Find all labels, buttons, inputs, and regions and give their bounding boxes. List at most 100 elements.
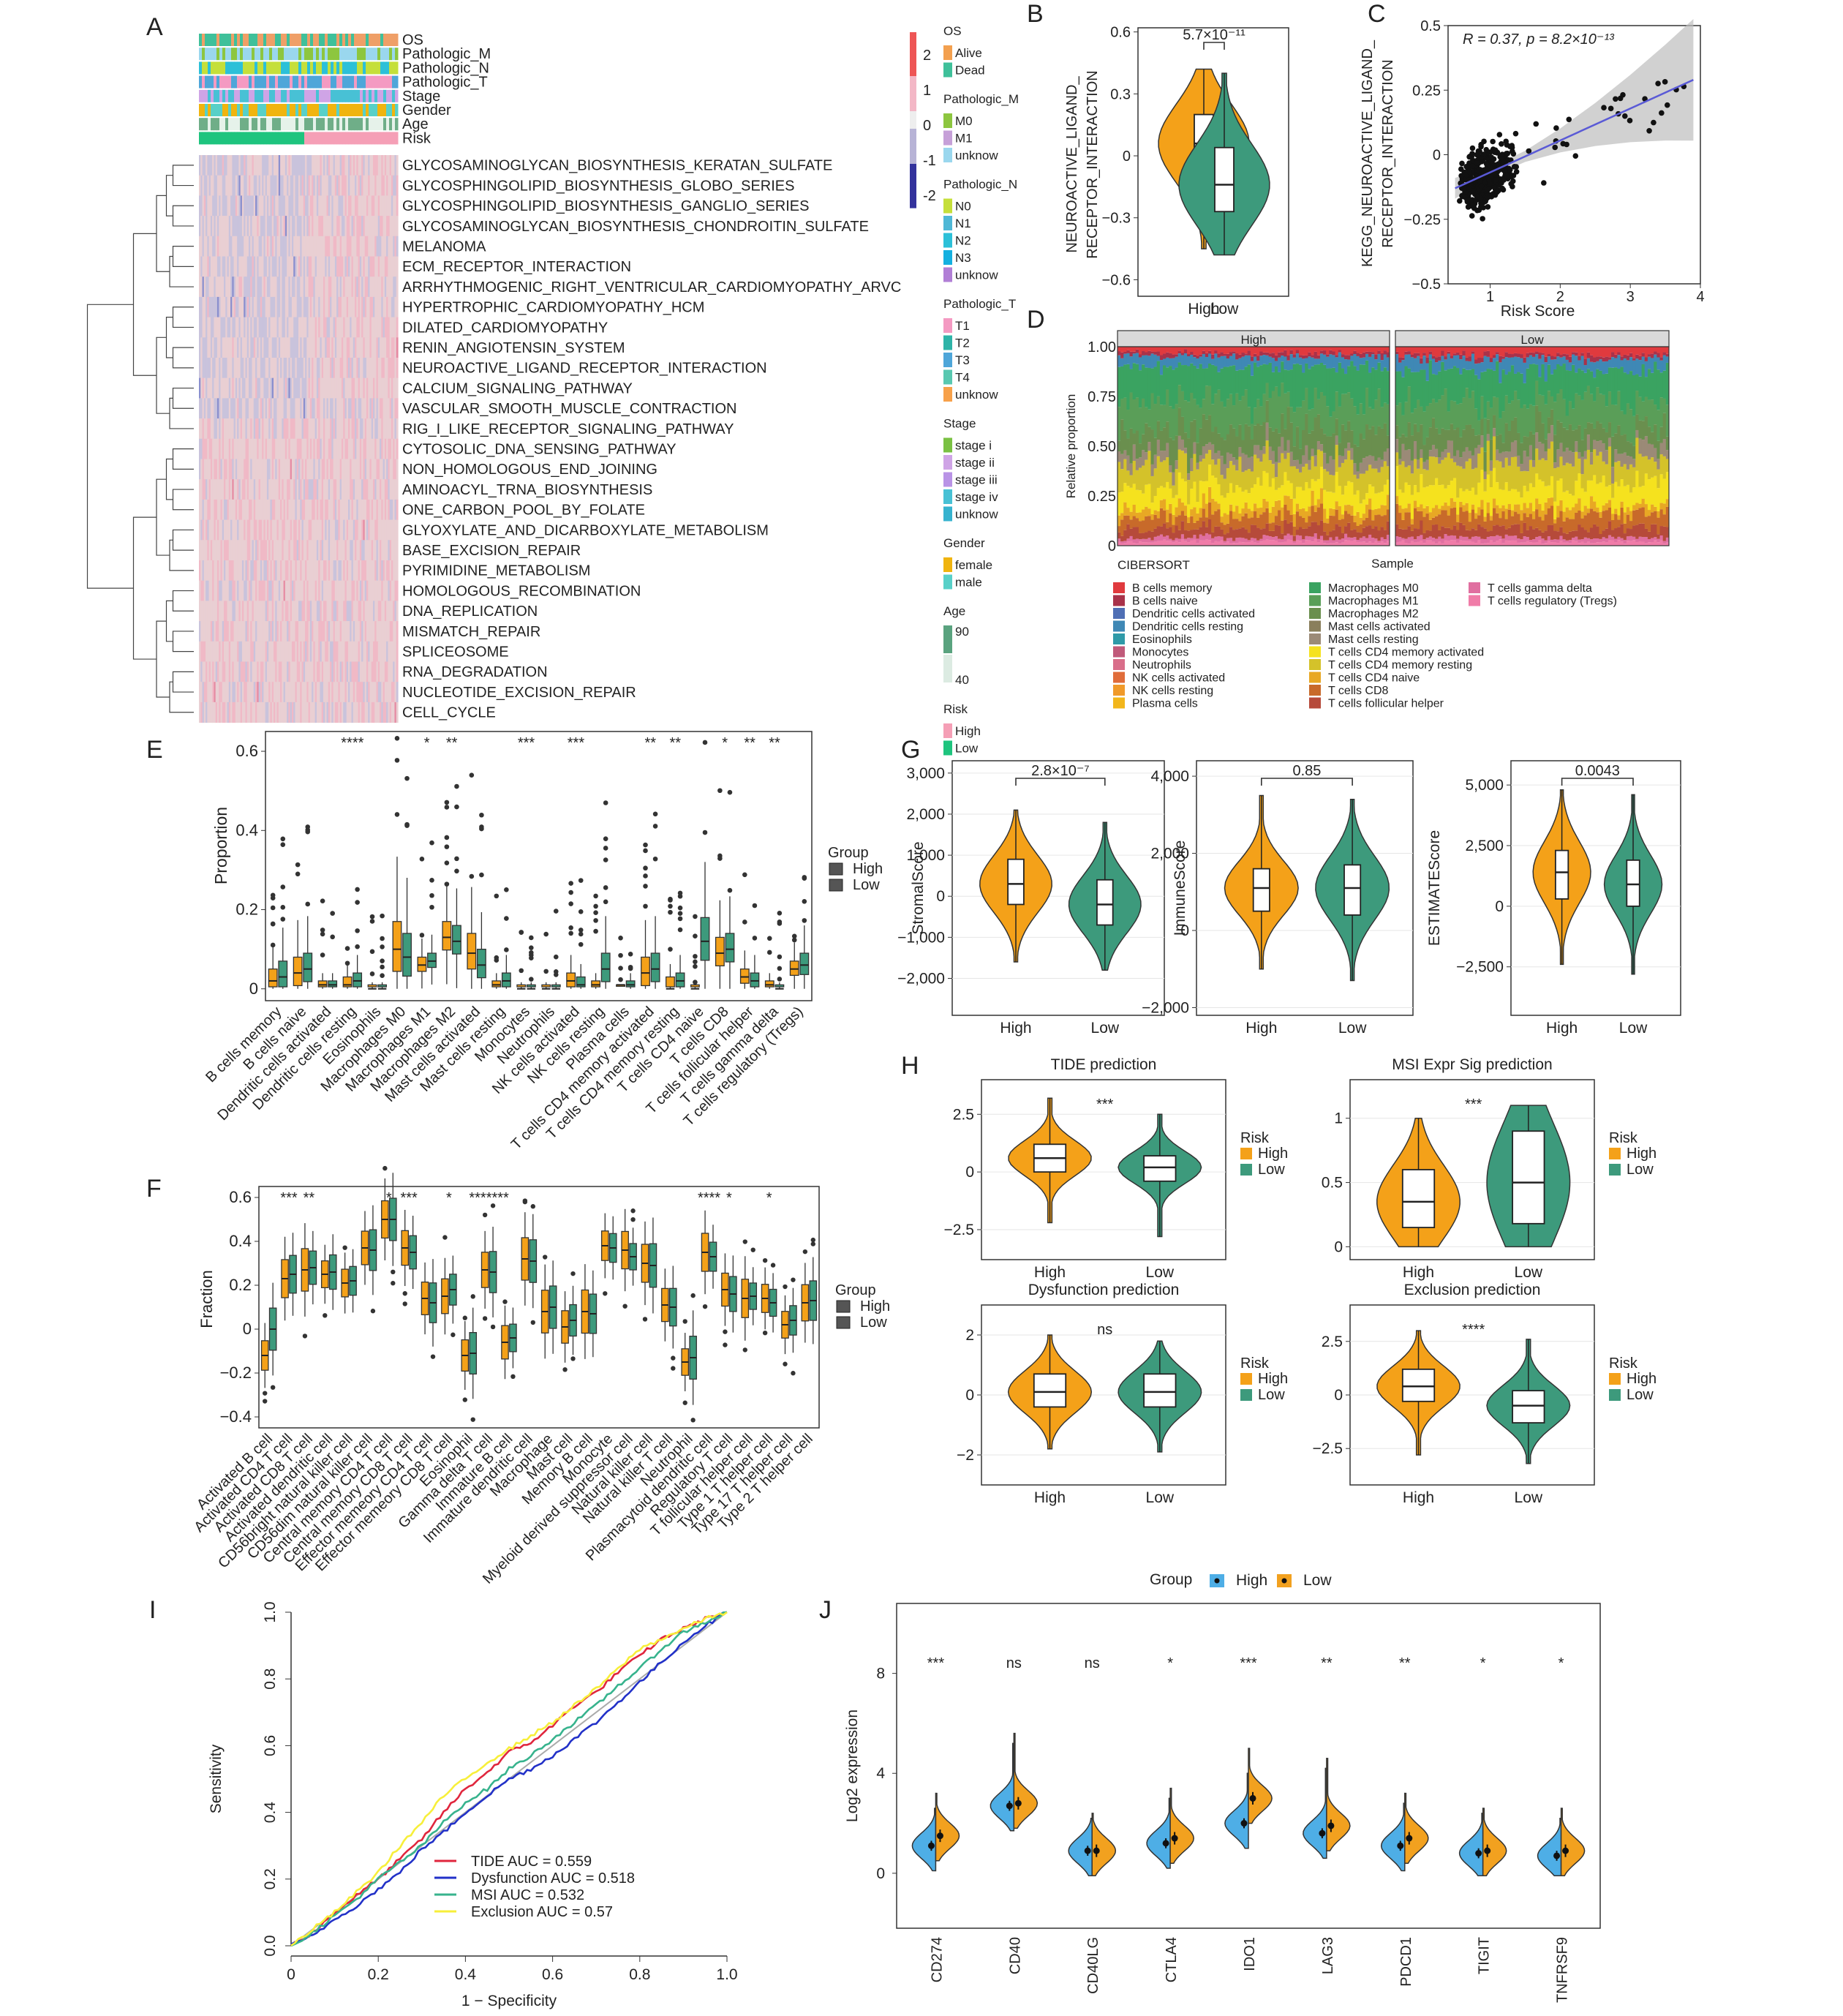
y-tick-label: −0.5 — [1412, 277, 1441, 293]
annotation-cell — [293, 48, 296, 61]
annotation-cell — [372, 34, 375, 46]
stacked-segment — [1169, 366, 1172, 407]
color-scale-cell — [910, 85, 916, 89]
annotation-cell — [310, 75, 314, 89]
heatmap-cell — [371, 236, 374, 257]
heatmap-cell — [396, 358, 399, 379]
heatmap-cell — [330, 216, 332, 237]
heatmap-cell — [220, 256, 223, 277]
heatmap-cell — [206, 418, 208, 440]
annotation-cell — [316, 61, 320, 75]
stacked-segment — [1190, 421, 1194, 459]
annotation-cell — [263, 48, 267, 61]
heatmap-cell — [210, 337, 213, 358]
heatmap-cell — [363, 216, 366, 237]
heatmap-cell — [291, 702, 294, 723]
heatmap-cell — [275, 216, 278, 237]
heatmap-cell — [361, 195, 363, 217]
annotation-cell — [310, 132, 314, 145]
heatmap-cell — [344, 519, 347, 541]
stacked-segment — [1202, 368, 1206, 399]
scatter-point — [1499, 140, 1504, 147]
heatmap-cell — [212, 216, 214, 237]
heatmap-cell — [331, 702, 334, 723]
heatmap-cell — [338, 560, 341, 582]
panel-b-violin: 0.60.30−0.3−0.6HighLow5.7×10⁻¹¹NEUROACTI… — [1064, 25, 1289, 317]
heatmap-cell — [323, 621, 325, 642]
heatmap-cell — [325, 377, 328, 399]
stacked-segment — [1193, 365, 1196, 399]
heatmap-cell — [210, 682, 213, 703]
scatter-point — [1469, 213, 1475, 219]
heatmap-cell — [278, 296, 281, 318]
heatmap-cell — [331, 418, 334, 440]
heatmap-cell — [355, 175, 357, 196]
stacked-segment — [1199, 481, 1203, 508]
heatmap-cell — [356, 661, 359, 682]
legend-swatch — [943, 198, 952, 214]
annotation-cell — [219, 118, 223, 131]
stacked-segment — [1205, 385, 1209, 420]
heatmap-cell — [230, 216, 233, 237]
annotation-cell — [284, 89, 287, 102]
heatmap-cell — [377, 499, 380, 521]
scatter-point — [1608, 105, 1614, 112]
heatmap-cell — [270, 216, 273, 237]
heatmap-cell — [320, 195, 323, 217]
heatmap-cell — [381, 195, 384, 217]
heatmap-cell — [382, 216, 385, 237]
stacked-segment — [1135, 459, 1139, 470]
heatmap-cell — [266, 256, 269, 277]
heatmap-cell — [284, 459, 287, 480]
heatmap-cell — [203, 317, 206, 338]
heatmap-cell — [245, 479, 248, 500]
heatmap-cell — [325, 682, 328, 703]
heatmap-cell — [393, 540, 396, 561]
heatmap-cell — [308, 479, 311, 500]
stacked-segment — [1126, 438, 1130, 456]
heatmap-cell — [207, 256, 210, 277]
heatmap-cell — [344, 560, 347, 582]
heatmap-cell — [225, 499, 228, 521]
heatmap-cell — [216, 418, 219, 440]
color-scale-cell — [910, 167, 916, 170]
heatmap-cell — [240, 519, 243, 541]
heatmap-cell — [280, 216, 282, 237]
heatmap-cell — [313, 216, 316, 237]
heatmap-cell — [369, 256, 372, 277]
heatmap-cell — [260, 601, 263, 622]
heatmap-cell — [333, 317, 336, 338]
heatmap-cell — [313, 398, 316, 419]
heatmap-cell — [306, 398, 309, 419]
heatmap-cell — [366, 682, 369, 703]
stacked-segment — [1156, 356, 1161, 361]
annotation-cell — [339, 75, 343, 89]
heatmap-cell — [268, 682, 271, 703]
stacked-segment — [1166, 481, 1169, 510]
legend-label: M0 — [955, 114, 973, 128]
heatmap-cell — [396, 216, 399, 237]
heatmap-cell — [225, 438, 228, 459]
heatmap-cell — [255, 256, 257, 277]
stacked-segment — [1193, 522, 1196, 530]
annotation-cell — [336, 132, 340, 145]
heatmap-cell — [238, 398, 241, 419]
stacked-segment — [1132, 516, 1137, 527]
heatmap-cell — [210, 277, 213, 298]
heatmap-cell — [241, 702, 244, 723]
heatmap-cell — [283, 519, 286, 541]
heatmap-cell — [215, 641, 218, 662]
heatmap-cell — [266, 277, 269, 298]
annotation-cell — [304, 34, 308, 46]
heatmap-cell — [339, 459, 342, 480]
annotation-cell — [290, 61, 293, 75]
annotation-cell — [313, 61, 317, 75]
annotation-cell — [295, 61, 299, 75]
heatmap-cell — [313, 155, 316, 176]
heatmap-cell — [224, 641, 226, 662]
annotation-cell — [272, 118, 276, 131]
heatmap-cell — [316, 216, 319, 237]
heatmap-cell — [309, 317, 312, 338]
heatmap-cell — [382, 499, 385, 521]
heatmap-cell — [391, 277, 393, 298]
